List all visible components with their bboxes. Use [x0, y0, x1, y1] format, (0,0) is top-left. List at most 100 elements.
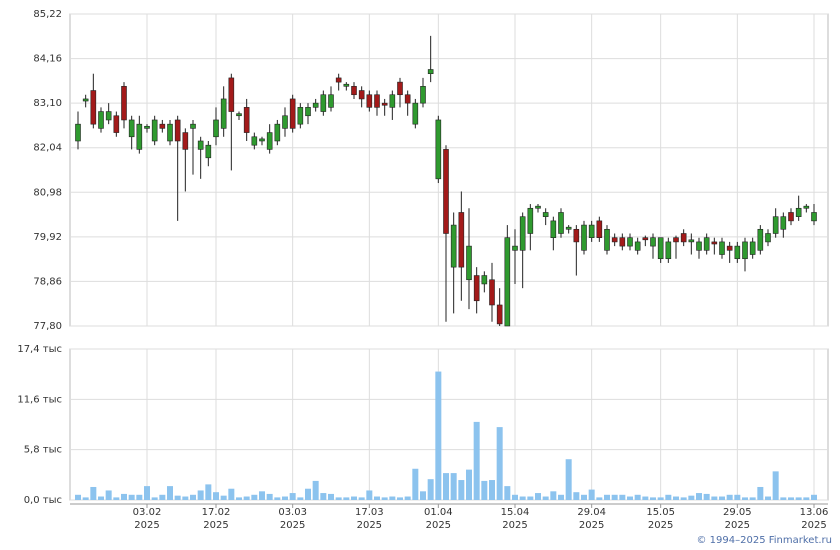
volume-bar: [412, 468, 419, 500]
candle-body: [389, 94, 396, 108]
candle-body: [213, 119, 219, 138]
volume-bar: [535, 493, 541, 500]
volume-bar: [519, 496, 526, 500]
candle-body: [565, 226, 572, 230]
y-tick-label: 80,98: [33, 187, 62, 198]
x-tick-label: 17.03 2025: [355, 507, 384, 531]
candle-body: [274, 123, 281, 142]
volume-bar: [811, 494, 817, 500]
candle-body: [144, 125, 150, 129]
candle-body: [366, 94, 373, 108]
volume-bar: [159, 494, 166, 500]
candle-body: [542, 212, 549, 217]
volume-bar: [320, 493, 327, 500]
candle-body: [435, 119, 442, 180]
volume-bar: [220, 495, 227, 500]
volume-bar: [749, 497, 756, 500]
copyright[interactable]: © 1994–2025 Finmarket.ru: [696, 535, 832, 546]
candle-body: [772, 216, 779, 234]
candle-body: [197, 140, 204, 150]
candle-body: [404, 94, 411, 104]
x-tick-label: 13.06 2025: [799, 507, 829, 531]
x-tick-label: 15.05 2025: [646, 507, 675, 531]
candle-body: [167, 123, 173, 142]
volume-bar: [512, 494, 518, 500]
candle-body: [765, 233, 771, 243]
y-tick-label: 84,16: [33, 54, 62, 65]
y-tick-label: 78,86: [33, 276, 62, 287]
volume-bar: [604, 494, 610, 500]
volume-bar: [213, 492, 219, 500]
candle-body: [619, 237, 626, 247]
candle-body: [297, 107, 304, 125]
candle-body: [412, 102, 419, 125]
candle-body: [788, 212, 794, 222]
volume-bar: [726, 494, 733, 500]
candle-body: [174, 119, 181, 142]
candle-body: [680, 233, 687, 243]
candle-body: [719, 241, 725, 255]
candle-body: [466, 245, 472, 281]
candle-body: [596, 220, 603, 238]
candle-body: [657, 237, 664, 260]
volume-bar: [167, 486, 173, 500]
volume-bar: [803, 497, 810, 500]
candle-body: [481, 275, 488, 285]
volume-bar: [596, 497, 603, 500]
candle-body: [711, 241, 718, 245]
candle-body: [397, 81, 403, 96]
candle-body: [343, 83, 350, 87]
volume-bar: [121, 493, 127, 500]
candle-body: [642, 237, 649, 241]
volume-bar: [489, 480, 495, 500]
volume-bar: [765, 496, 771, 500]
volume-bar: [558, 494, 564, 500]
volume-bar: [550, 491, 557, 500]
candle-body: [558, 212, 564, 234]
volume-bar: [366, 490, 373, 500]
candle-body: [504, 237, 511, 327]
volume-bar: [90, 486, 97, 500]
candle-body: [588, 224, 595, 238]
x-tick-label: 29.04 2025: [577, 507, 606, 531]
candle-body: [320, 94, 327, 112]
candle-body: [650, 237, 656, 247]
volume-bar: [650, 497, 656, 500]
volume-bar: [496, 427, 503, 500]
candle-body: [251, 136, 258, 146]
volume-bar: [182, 496, 189, 500]
volume-bar: [703, 493, 710, 500]
x-tick-label: 03.02 2025: [132, 507, 162, 531]
candle-body: [726, 245, 733, 251]
candle-body: [75, 123, 81, 142]
candle-body: [90, 90, 97, 125]
candle-body: [450, 224, 457, 268]
candle-body: [696, 241, 702, 251]
candle-body: [335, 77, 342, 83]
volume-bar: [289, 493, 296, 500]
candle-body: [749, 241, 756, 255]
volume-bar: [105, 490, 112, 500]
volume-bar: [190, 494, 196, 500]
volume-bar: [742, 497, 748, 500]
volume-bar: [657, 497, 664, 500]
volume-bar: [688, 495, 695, 500]
candle-body: [136, 123, 143, 150]
x-tick-label: 03.03 2025: [278, 507, 307, 531]
candle-body: [420, 86, 426, 104]
candle-body: [811, 212, 817, 222]
candle-body: [182, 132, 189, 150]
volume-bar: [381, 497, 388, 500]
candle-body: [289, 98, 296, 129]
candle-body: [512, 245, 518, 251]
volume-bar: [297, 497, 304, 500]
volume-bar: [611, 494, 618, 500]
candle-body: [611, 237, 618, 243]
volume-bar: [113, 497, 120, 500]
volume-bar: [504, 486, 511, 500]
volume-bar: [75, 494, 81, 500]
volume-bar: [404, 496, 411, 500]
volume-bar: [136, 494, 143, 500]
volume-bar: [788, 497, 794, 500]
volume-bar: [665, 494, 672, 500]
